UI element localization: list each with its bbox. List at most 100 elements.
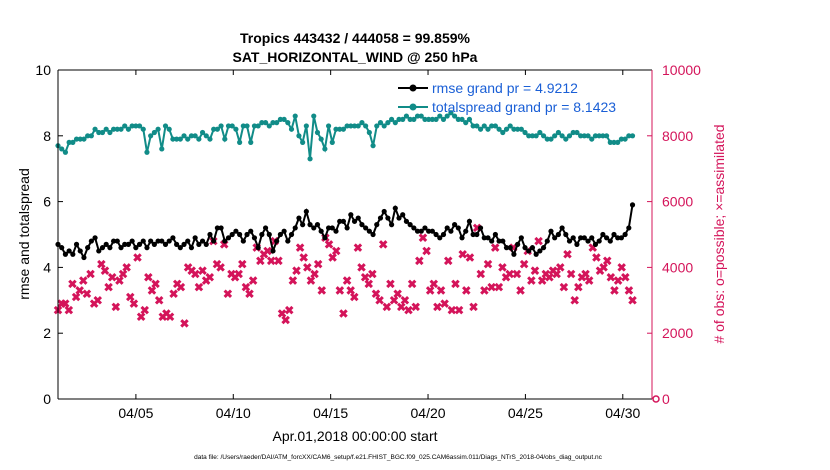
- spread-point: [92, 126, 98, 132]
- rmse-point: [122, 241, 128, 247]
- rmse-point: [344, 225, 350, 231]
- spread-point: [207, 136, 213, 142]
- obs-point: [104, 282, 113, 292]
- rmse-point: [455, 225, 461, 231]
- spread-point: [292, 113, 298, 119]
- spread-point: [407, 116, 413, 122]
- rmse-point: [266, 231, 272, 238]
- obs-point: [328, 253, 337, 262]
- spread-point: [452, 113, 458, 119]
- obs-possible-point: [652, 395, 660, 403]
- spread-point: [73, 136, 80, 142]
- obs-point: [292, 266, 301, 275]
- obs-point: [458, 249, 467, 259]
- rmse-point: [507, 245, 513, 251]
- obs-point: [462, 286, 471, 295]
- rmse-point: [544, 238, 550, 244]
- x-tick-label: 04/15: [313, 405, 348, 421]
- rmse-point: [218, 225, 224, 231]
- spread-point: [433, 116, 439, 122]
- rmse-point: [374, 222, 380, 228]
- obs-point: [602, 256, 612, 266]
- spread-point: [485, 126, 491, 132]
- spread-point: [507, 123, 513, 129]
- spread-point: [607, 139, 613, 145]
- rmse-point: [615, 235, 621, 241]
- spread-point: [459, 116, 465, 122]
- rmse-point: [170, 235, 176, 241]
- spread-point: [340, 126, 347, 132]
- spread-point: [566, 133, 573, 139]
- rmse-point: [529, 245, 536, 251]
- spread-point: [552, 133, 558, 139]
- spread-point: [474, 123, 480, 129]
- obs-point: [545, 273, 554, 282]
- obs-point: [353, 243, 363, 252]
- spread-point: [185, 136, 191, 142]
- rmse-point: [214, 225, 220, 231]
- spread-point: [251, 123, 258, 129]
- spread-point: [351, 123, 358, 129]
- rmse-point: [566, 238, 573, 244]
- spread-point: [199, 129, 206, 136]
- spread-point: [559, 133, 565, 139]
- spread-point: [481, 123, 487, 129]
- obs-point: [368, 269, 377, 279]
- obs-point: [335, 286, 345, 295]
- spread-point: [270, 120, 276, 126]
- rmse-point: [288, 231, 295, 238]
- obs-point: [378, 240, 388, 249]
- obs-point: [617, 263, 626, 272]
- obs-point: [599, 263, 608, 272]
- x-tick-label: 04/25: [508, 405, 543, 421]
- spread-point: [196, 136, 202, 142]
- spread-point: [411, 116, 417, 122]
- spread-point: [581, 133, 587, 139]
- obs-point: [216, 263, 225, 272]
- rmse-point: [162, 241, 169, 247]
- rmse-point: [233, 228, 239, 234]
- left-y-tick-label: 2: [43, 325, 51, 341]
- spread-point: [585, 133, 591, 139]
- spread-point: [503, 126, 510, 132]
- spread-point: [463, 120, 469, 126]
- spread-point: [414, 113, 421, 119]
- spread-point: [170, 136, 176, 142]
- rmse-point: [292, 225, 298, 231]
- spread-point: [140, 126, 146, 132]
- rmse-point: [388, 222, 395, 228]
- rmse-point: [325, 225, 332, 231]
- spread-point: [274, 120, 280, 126]
- obs-point: [552, 269, 561, 279]
- rmse-point: [103, 241, 109, 247]
- obs-point: [82, 289, 92, 298]
- rmse-point: [107, 245, 113, 251]
- obs-point: [436, 286, 446, 295]
- obs-point: [480, 286, 489, 295]
- rmse-point: [255, 245, 261, 251]
- spread-point: [125, 126, 132, 132]
- obs-point: [487, 282, 496, 292]
- rmse-point: [329, 225, 335, 231]
- rmse-point: [452, 222, 458, 228]
- rmse-point: [522, 245, 528, 251]
- right-y-axis-label: # of obs: o=possible; ×=assimilated: [711, 124, 727, 343]
- spread-point: [496, 126, 502, 132]
- left-y-tick-label: 6: [43, 194, 51, 210]
- rmse-point: [414, 228, 421, 234]
- spread-point: [229, 123, 235, 129]
- rmse-point: [492, 231, 498, 238]
- rmse-point: [470, 231, 476, 238]
- legend-rmse-label: rmse grand pr = 4.9212: [432, 80, 578, 96]
- chart-title-line1: Tropics 443432 / 444058 = 99.859%: [240, 30, 471, 46]
- rmse-point: [422, 225, 428, 231]
- obs-point: [397, 302, 406, 312]
- rmse-point: [444, 225, 450, 231]
- rmse-point: [496, 238, 502, 244]
- obs-point: [169, 289, 178, 298]
- obs-point: [133, 253, 142, 262]
- obs-point: [350, 292, 359, 302]
- obs-point: [451, 279, 460, 289]
- obs-point: [266, 256, 276, 266]
- totalspread-series: [55, 110, 636, 162]
